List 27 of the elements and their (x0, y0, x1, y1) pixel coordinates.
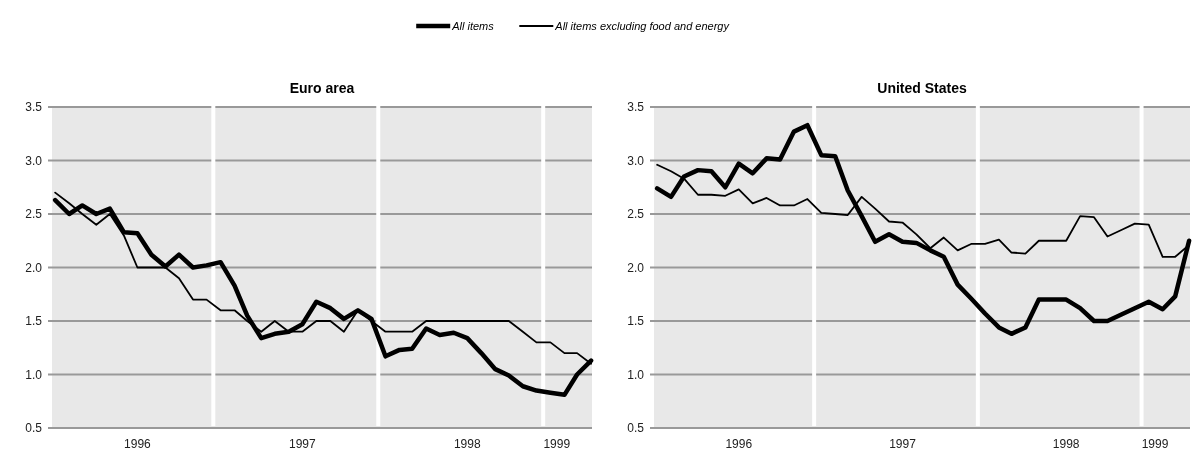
y-tick-label: 1.0 (627, 367, 645, 382)
y-tick-label: 2.5 (25, 207, 43, 222)
y-tick-label: 2.0 (25, 260, 43, 275)
y-tick-label: 3.0 (627, 153, 645, 168)
x-tick-label: 1997 (889, 437, 917, 451)
legend-label: All items excluding food and energy (554, 19, 731, 32)
y-tick-label: 1.5 (25, 314, 43, 329)
y-tick-label: 3.5 (25, 100, 43, 115)
x-tick-label: 1996 (124, 437, 152, 451)
y-tick-label: 2.5 (627, 207, 645, 222)
chart-title: Euro area (289, 80, 355, 96)
x-tick-label: 1999 (1141, 437, 1169, 451)
y-tick-label: 1.0 (25, 367, 43, 382)
x-tick-label: 1997 (288, 437, 317, 451)
y-tick-label: 0.5 (627, 421, 645, 436)
y-tick-label: 1.5 (627, 314, 645, 329)
y-tick-label: 3.0 (25, 153, 43, 168)
y-tick-label: 0.5 (25, 421, 43, 436)
x-tick-label: 1996 (725, 437, 753, 451)
line-series (654, 122, 1192, 337)
x-tick-label: 1998 (1052, 437, 1080, 451)
y-tick-label: 3.5 (627, 100, 645, 115)
legend-label: All items (451, 19, 495, 32)
x-tick-label: 1998 (453, 437, 481, 451)
x-tick-label: 1999 (543, 437, 571, 451)
chart-title: United States (877, 80, 967, 96)
y-tick-label: 2.0 (627, 260, 645, 275)
